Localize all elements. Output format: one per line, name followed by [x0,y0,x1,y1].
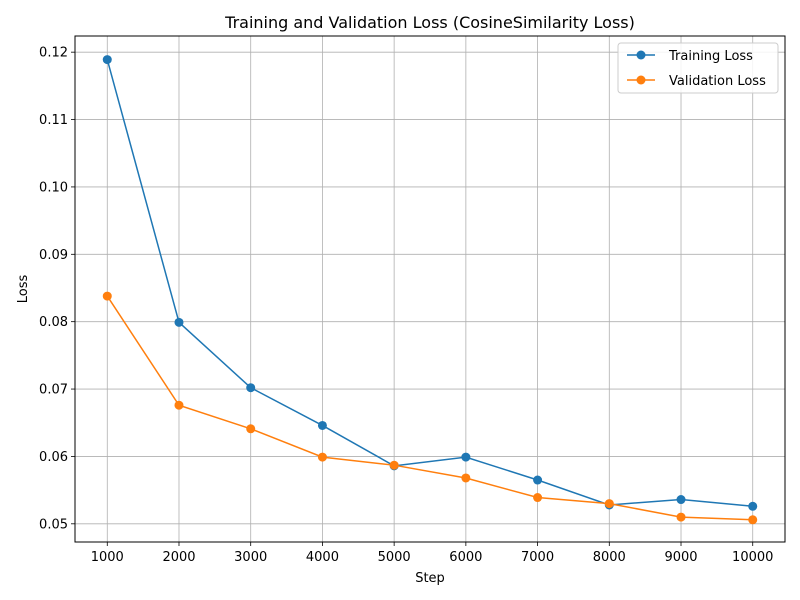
training-loss-point [677,495,686,504]
x-tick-label: 10000 [732,550,773,565]
validation-loss-point [533,493,542,502]
y-tick-label: 0.05 [39,517,68,532]
y-tick-label: 0.12 [39,46,68,61]
x-axis-title: Step [415,571,445,586]
legend: Training Loss Validation Loss [618,43,778,93]
y-tick-label: 0.08 [39,315,68,330]
x-tick-label: 8000 [593,550,626,565]
legend-training-label: Training Loss [668,49,753,64]
legend-validation-label: Validation Loss [669,74,766,89]
y-tick-label: 0.10 [39,180,68,195]
validation-loss-point [174,401,183,410]
training-loss-point [533,476,542,485]
y-tick-label: 0.07 [39,383,68,398]
training-loss-point [748,502,757,511]
validation-loss-point [461,473,470,482]
legend-training-marker [637,51,646,60]
validation-loss-point [748,515,757,524]
x-tick-label: 4000 [306,550,339,565]
validation-loss-point [605,499,614,508]
training-loss-point [461,453,470,462]
x-tick-label: 9000 [664,550,697,565]
training-loss-point [318,421,327,430]
validation-loss-point [103,292,112,301]
validation-loss-point [318,453,327,462]
y-axis-title: Loss [16,275,31,304]
validation-loss-point [390,461,399,470]
x-tick-label: 6000 [449,550,482,565]
x-tick-label: 5000 [378,550,411,565]
chart-title: Training and Validation Loss (CosineSimi… [224,13,635,32]
x-tick-label: 2000 [162,550,195,565]
x-tick-label: 7000 [521,550,554,565]
training-loss-point [246,383,255,392]
x-tick-label: 3000 [234,550,267,565]
y-tick-label: 0.06 [39,450,68,465]
training-loss-point [174,318,183,327]
validation-loss-point [246,424,255,433]
validation-loss-point [677,513,686,522]
x-tick-label: 1000 [91,550,124,565]
legend-validation-marker [637,76,646,85]
y-tick-label: 0.09 [39,248,68,263]
training-loss-point [103,55,112,64]
y-tick-label: 0.11 [39,113,68,128]
